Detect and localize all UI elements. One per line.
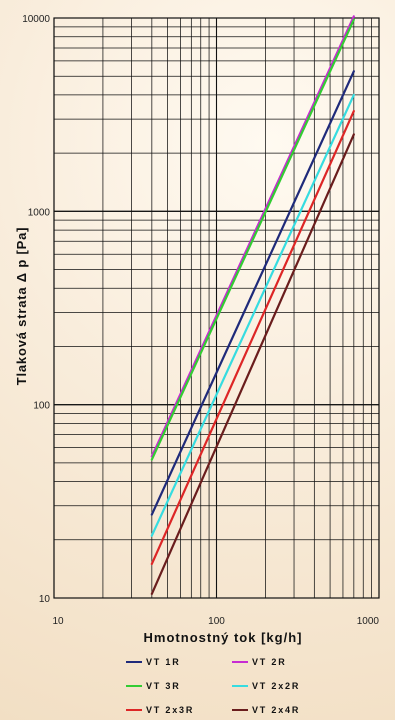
series-line-vt-3r xyxy=(150,18,355,461)
y-tick-label: 10000 xyxy=(22,14,50,25)
legend-item-vt-2x3r: VT 2x3R xyxy=(126,705,194,715)
x-tick-label: 100 xyxy=(208,616,225,627)
legend-label: VT 2x2R xyxy=(252,681,300,691)
tick-layer: 10 100 1000 10 100 1000 10000 xyxy=(22,14,379,627)
legend-label: VT 1R xyxy=(146,657,181,667)
series-line-vt-2x4r xyxy=(150,133,355,596)
x-axis-label: Hmotnostný tok [kg/h] xyxy=(144,630,303,645)
series-layer xyxy=(150,15,355,596)
x-tick-label: 10 xyxy=(52,616,64,627)
y-tick-label: 1000 xyxy=(28,207,51,218)
y-axis-label: Tlaková strata Δ p [Pa] xyxy=(14,227,29,386)
series-line-vt-2r xyxy=(150,15,355,458)
series-line-vt-2x3r xyxy=(150,109,355,566)
legend-item-vt-2r: VT 2R xyxy=(232,657,287,667)
legend-label: VT 3R xyxy=(146,681,181,691)
legend-item-vt-2x2r: VT 2x2R xyxy=(232,681,300,691)
series-line-vt-1r xyxy=(150,70,355,516)
y-tick-label: 10 xyxy=(39,594,51,605)
legend-item-vt-1r: VT 1R xyxy=(126,657,181,667)
legend: VT 1R VT 2R VT 3R VT 2x2R VT 2x3R VT 2x4R xyxy=(126,657,300,715)
legend-label: VT 2x4R xyxy=(252,705,300,715)
legend-label: VT 2x3R xyxy=(146,705,194,715)
legend-item-vt-2x4r: VT 2x4R xyxy=(232,705,300,715)
series-line-vt-2x2r xyxy=(150,93,355,537)
legend-item-vt-3r: VT 3R xyxy=(126,681,181,691)
grid-layer xyxy=(53,17,380,599)
y-tick-label: 100 xyxy=(33,401,50,412)
legend-label: VT 2R xyxy=(252,657,287,667)
x-tick-label: 1000 xyxy=(357,616,380,627)
